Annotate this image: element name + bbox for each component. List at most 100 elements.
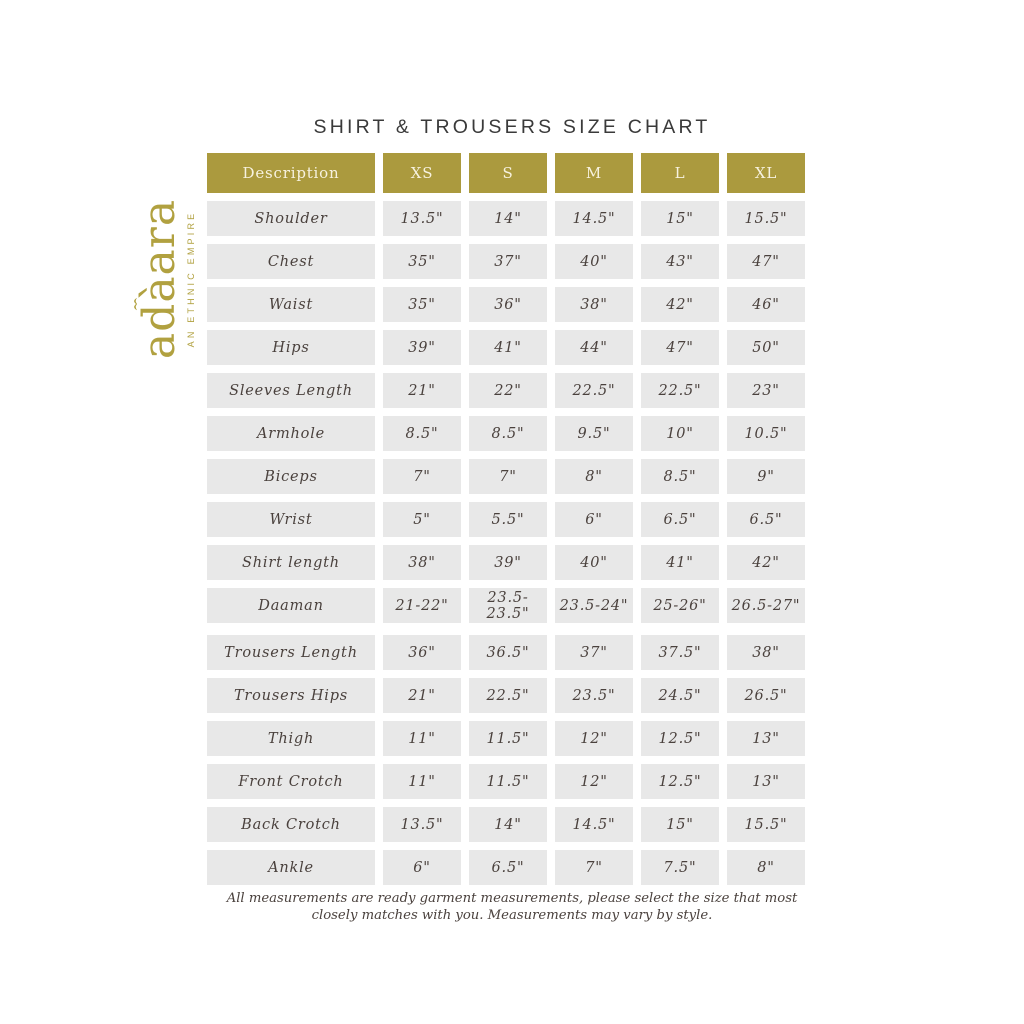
table-row: Hips 39" 41" 44" 47" 50" — [207, 330, 805, 365]
row-label: Hips — [207, 330, 375, 365]
row-value: 23.5-23.5" — [469, 588, 547, 623]
row-value: 13.5" — [383, 807, 461, 842]
table-body: Shoulder 13.5" 14" 14.5" 15" 15.5" Chest 35" 37"… — [207, 201, 805, 885]
row-label: Ankle — [207, 850, 375, 885]
row-value: 24.5" — [641, 678, 719, 713]
row-label: Shirt length — [207, 545, 375, 580]
table-header-row: Description XS S M L XL — [207, 153, 805, 193]
row-value: 39" — [469, 545, 547, 580]
row-value: 15" — [641, 201, 719, 236]
row-value: 22.5" — [555, 373, 633, 408]
row-value: 10.5" — [727, 416, 805, 451]
brand-logo: adàara AN ETHNIC EMPIRE — [129, 179, 205, 379]
row-value: 7" — [383, 459, 461, 494]
row-value: 5.5" — [469, 502, 547, 537]
column-header-m: M — [555, 153, 633, 193]
row-value: 41" — [469, 330, 547, 365]
row-label: Shoulder — [207, 201, 375, 236]
row-value: 23" — [727, 373, 805, 408]
footer-note: All measurements are ready garment measu… — [226, 891, 798, 923]
row-label: Trousers Length — [207, 635, 375, 670]
row-value: 35" — [383, 287, 461, 322]
table-row: Ankle 6" 6.5" 7" 7.5" 8" — [207, 850, 805, 885]
row-value: 23.5-24" — [555, 588, 633, 623]
row-value: 11" — [383, 764, 461, 799]
row-value: 21" — [383, 373, 461, 408]
row-label: Trousers Hips — [207, 678, 375, 713]
row-value: 35" — [383, 244, 461, 279]
row-label: Front Crotch — [207, 764, 375, 799]
table-row: Trousers Length 36" 36.5" 37" 37.5" 38" — [207, 635, 805, 670]
row-value: 9" — [727, 459, 805, 494]
row-value: 7" — [555, 850, 633, 885]
row-value: 47" — [641, 330, 719, 365]
column-header-s: S — [469, 153, 547, 193]
row-value: 21-22" — [383, 588, 461, 623]
row-value: 39" — [383, 330, 461, 365]
column-header-xl: XL — [727, 153, 805, 193]
row-value: 10" — [641, 416, 719, 451]
table-row: Armhole 8.5" 8.5" 9.5" 10" 10.5" — [207, 416, 805, 451]
row-value: 14.5" — [555, 807, 633, 842]
page-title: SHIRT & TROUSERS SIZE CHART — [313, 116, 711, 139]
row-label: Sleeves Length — [207, 373, 375, 408]
row-value: 40" — [555, 244, 633, 279]
row-value: 6.5" — [469, 850, 547, 885]
column-header-xs: XS — [383, 153, 461, 193]
brand-tagline: AN ETHNIC EMPIRE — [186, 210, 196, 348]
table-row: Trousers Hips 21" 22.5" 23.5" 24.5" 26.5" — [207, 678, 805, 713]
row-value: 26.5-27" — [727, 588, 805, 623]
brand-name: adàara — [134, 198, 185, 360]
row-value: 8.5" — [641, 459, 719, 494]
row-value: 7.5" — [641, 850, 719, 885]
row-value: 5" — [383, 502, 461, 537]
row-value: 47" — [727, 244, 805, 279]
row-value: 44" — [555, 330, 633, 365]
brand-wordmark: adàara — [134, 199, 185, 359]
table-row: Chest 35" 37" 40" 43" 47" — [207, 244, 805, 279]
table-row: Wrist 5" 5.5" 6" 6.5" 6.5" — [207, 502, 805, 537]
row-value: 36" — [383, 635, 461, 670]
row-value: 13" — [727, 721, 805, 756]
row-value: 8" — [727, 850, 805, 885]
row-value: 36.5" — [469, 635, 547, 670]
row-value: 12.5" — [641, 764, 719, 799]
row-value: 50" — [727, 330, 805, 365]
row-value: 12" — [555, 721, 633, 756]
row-label: Armhole — [207, 416, 375, 451]
row-value: 11.5" — [469, 764, 547, 799]
table-row: Sleeves Length 21" 22" 22.5" 22.5" 23" — [207, 373, 805, 408]
row-value: 9.5" — [555, 416, 633, 451]
row-value: 23.5" — [555, 678, 633, 713]
row-value: 37" — [469, 244, 547, 279]
row-value: 22.5" — [641, 373, 719, 408]
row-value: 36" — [469, 287, 547, 322]
row-value: 6.5" — [641, 502, 719, 537]
row-value: 12" — [555, 764, 633, 799]
column-header-l: L — [641, 153, 719, 193]
column-header-description: Description — [207, 153, 375, 193]
row-value: 41" — [641, 545, 719, 580]
row-value: 15.5" — [727, 807, 805, 842]
row-value: 6" — [383, 850, 461, 885]
row-value: 6" — [555, 502, 633, 537]
row-label: Biceps — [207, 459, 375, 494]
row-value: 11.5" — [469, 721, 547, 756]
row-value: 6.5" — [727, 502, 805, 537]
bird-icon — [131, 297, 139, 311]
table-row: Back Crotch 13.5" 14" 14.5" 15" 15.5" — [207, 807, 805, 842]
row-value: 8" — [555, 459, 633, 494]
row-value: 22" — [469, 373, 547, 408]
row-value: 40" — [555, 545, 633, 580]
row-label: Thigh — [207, 721, 375, 756]
row-value: 14.5" — [555, 201, 633, 236]
size-table: Description XS S M L XL Shoulder 13.5" 14" 14.5"… — [207, 153, 805, 893]
table-row: Waist 35" 36" 38" 42" 46" — [207, 287, 805, 322]
row-value: 37" — [555, 635, 633, 670]
table-row: Shoulder 13.5" 14" 14.5" 15" 15.5" — [207, 201, 805, 236]
table-row: Shirt length 38" 39" 40" 41" 42" — [207, 545, 805, 580]
row-label: Waist — [207, 287, 375, 322]
row-value: 15" — [641, 807, 719, 842]
table-row: Thigh 11" 11.5" 12" 12.5" 13" — [207, 721, 805, 756]
